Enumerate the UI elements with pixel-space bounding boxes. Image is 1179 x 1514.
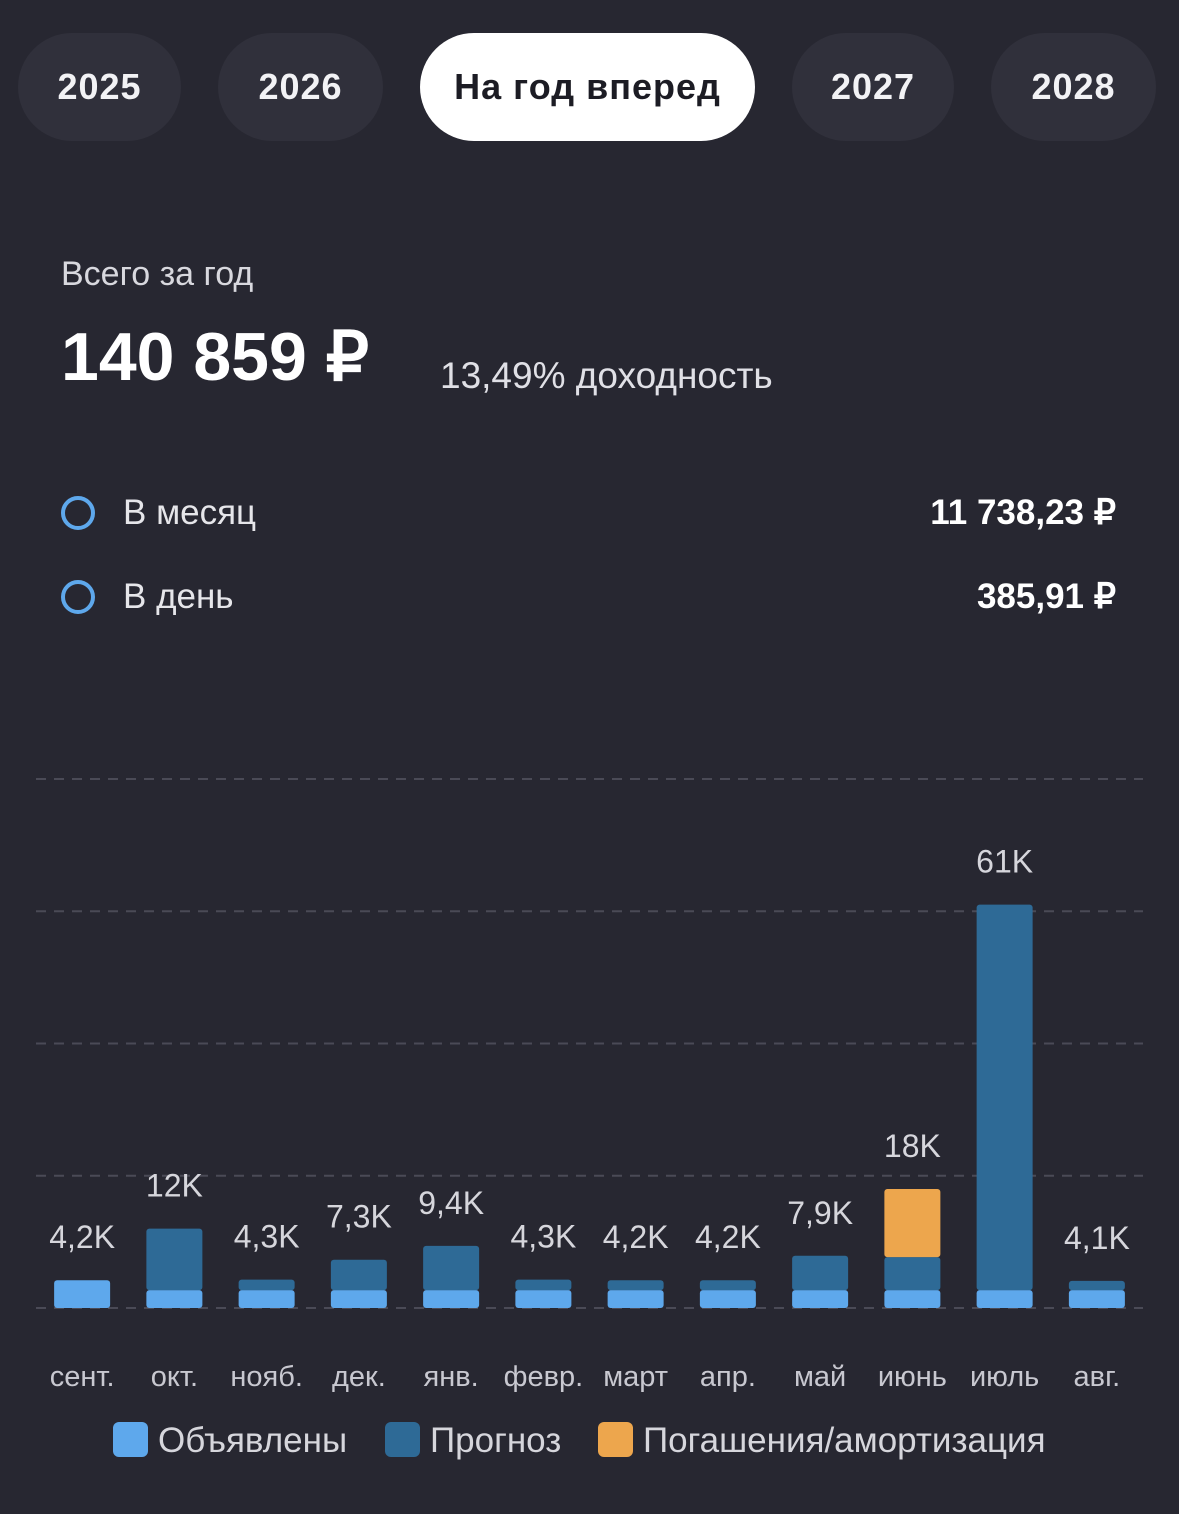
chart: 4,2K сент. 12K окт. 4,3K нояб. 7,3K дек. 9,4K янв… [36,778,1143,1460]
x-tick-label: дек. [332,1361,386,1393]
bar-segment [976,1290,1033,1308]
bar-total-label: 4,2K [49,1219,115,1255]
x-tick-label: нояб. [230,1361,303,1393]
rate-row: В день 385,91 ₽ [61,575,1116,619]
x-tick-label: июнь [878,1361,947,1393]
bar-segment [238,1279,295,1291]
bar-total-label: 18K [884,1128,941,1164]
rate-row: В месяц 11 738,23 ₽ [61,491,1116,535]
rate-value: 385,91 ₽ [976,577,1116,616]
period-tabs: 2025 2026 На год вперед 2027 2028 [0,33,1179,141]
rate-value: 11 738,23 ₽ [930,493,1116,532]
total-caption: Всего за год [61,255,254,293]
bar-segment [146,1228,203,1291]
bar-segment [884,1188,941,1258]
radio-icon [61,580,95,614]
bar-segment [1068,1290,1125,1308]
x-tick-label: сент. [50,1361,115,1393]
period-tab[interactable]: 2026 [218,33,383,141]
legend-label: Объявлены [158,1421,347,1460]
x-tick-label: май [794,1361,846,1393]
legend-swatch [113,1422,148,1457]
bar-total-label: 7,3K [326,1199,392,1235]
x-tick-label: авг. [1074,1361,1121,1393]
bar-segment [607,1280,664,1291]
x-tick-label: июль [970,1361,1039,1393]
bar-total-label: 4,3K [510,1219,576,1255]
bar-segment [884,1290,941,1308]
bar-segment [330,1290,387,1308]
bar-segment [146,1290,203,1308]
bar-segment [884,1257,941,1291]
bar-segment [607,1290,664,1308]
bar-segment [976,904,1033,1291]
legend-swatch [598,1422,633,1457]
rate-label: В месяц [123,493,257,532]
bar-total-label: 4,2K [695,1219,761,1255]
period-tab[interactable]: 2027 [792,33,954,141]
bar-segment [792,1255,849,1291]
bar-total-label: 61K [976,844,1033,880]
bar-total-label: 4,3K [234,1219,300,1255]
period-tab[interactable]: 2025 [18,33,181,141]
period-tab[interactable]: 2028 [991,33,1156,141]
period-tab[interactable]: На год вперед [420,33,755,141]
bar-total-label: 4,1K [1064,1220,1130,1256]
bar-segment [330,1259,387,1291]
legend-label: Погашения/амортизация [643,1421,1046,1460]
x-tick-label: янв. [424,1361,479,1393]
bar-segment [1068,1280,1125,1291]
bar-segment [54,1280,111,1308]
bar-segment [423,1290,480,1308]
legend-swatch [385,1422,420,1457]
rate-label: В день [123,577,234,616]
bar-segment [792,1290,849,1308]
bar-segment [699,1290,756,1308]
x-tick-label: окт. [151,1361,198,1393]
bar-segment [515,1290,572,1308]
radio-icon [61,496,95,530]
bar-total-label: 12K [146,1168,203,1204]
bar-segment [515,1279,572,1291]
bar-segment [238,1290,295,1308]
bar-segment [423,1245,480,1291]
bar-total-label: 4,2K [603,1219,669,1255]
legend-label: Прогноз [430,1421,561,1460]
bar-total-label: 9,4K [418,1185,484,1221]
x-tick-label: февр. [504,1361,584,1393]
yield: 13,49% доходность [440,355,773,396]
x-tick-label: март [603,1361,668,1393]
total-amount: 140 859 ₽ [61,319,369,395]
bar-total-label: 7,9K [787,1195,853,1231]
x-tick-label: апр. [700,1361,756,1393]
bar-segment [699,1280,756,1291]
